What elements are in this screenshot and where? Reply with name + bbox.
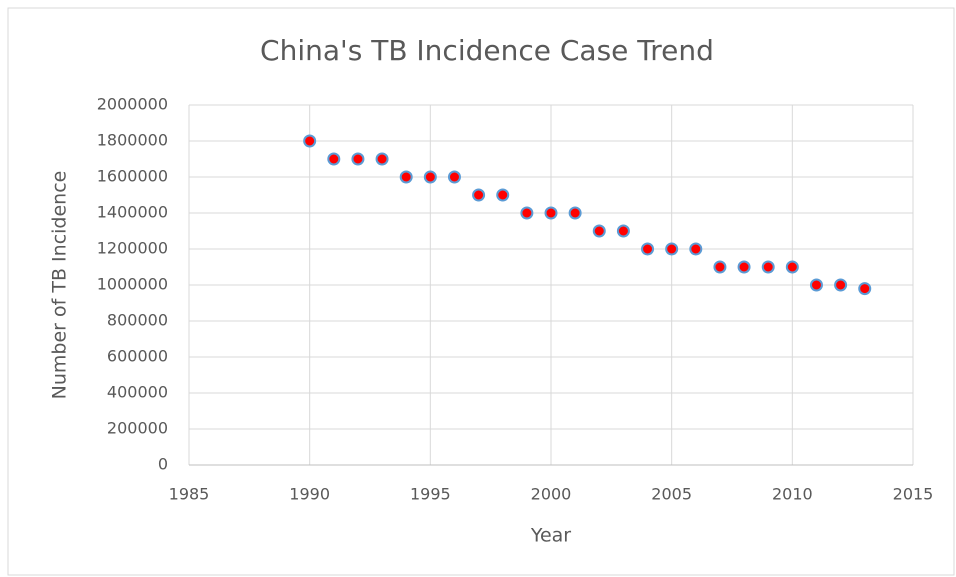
chart-title: China's TB Incidence Case Trend bbox=[260, 34, 714, 67]
y-tick-label: 0 bbox=[158, 455, 168, 474]
marker bbox=[447, 170, 461, 184]
marker bbox=[399, 170, 413, 184]
y-tick-label: 2000000 bbox=[97, 95, 168, 114]
marker bbox=[809, 278, 823, 292]
marker bbox=[737, 260, 751, 274]
y-tick-label: 200000 bbox=[107, 419, 168, 438]
marker bbox=[568, 206, 582, 220]
marker bbox=[544, 206, 558, 220]
marker bbox=[665, 242, 679, 256]
marker bbox=[834, 278, 848, 292]
chart-border bbox=[7, 7, 955, 576]
y-tick-label: 1600000 bbox=[97, 167, 168, 186]
marker bbox=[592, 224, 606, 238]
y-tick-label: 1400000 bbox=[97, 203, 168, 222]
x-tick-label: 1990 bbox=[289, 485, 330, 504]
marker bbox=[423, 170, 437, 184]
marker bbox=[616, 224, 630, 238]
marker bbox=[858, 282, 872, 296]
marker bbox=[713, 260, 727, 274]
y-tick-label: 800000 bbox=[107, 311, 168, 330]
marker bbox=[641, 242, 655, 256]
marker bbox=[520, 206, 534, 220]
x-tick-label: 1995 bbox=[410, 485, 451, 504]
x-axis-label: Year bbox=[530, 525, 571, 547]
x-tick-label: 2015 bbox=[893, 485, 934, 504]
y-tick-label: 1000000 bbox=[97, 275, 168, 294]
marker bbox=[472, 188, 486, 202]
marker bbox=[351, 152, 365, 166]
y-axis-label: Number of TB Incidence bbox=[49, 171, 71, 400]
marker bbox=[375, 152, 389, 166]
marker bbox=[303, 134, 317, 148]
markers bbox=[303, 134, 872, 296]
y-tick-label: 600000 bbox=[107, 347, 168, 366]
y-tick-label: 400000 bbox=[107, 383, 168, 402]
marker bbox=[785, 260, 799, 274]
marker bbox=[496, 188, 510, 202]
marker bbox=[761, 260, 775, 274]
x-tick-label: 2005 bbox=[651, 485, 692, 504]
marker bbox=[689, 242, 703, 256]
y-tick-label: 1800000 bbox=[97, 131, 168, 150]
grid: 0 200000 400000 600000 800000 1000000 1200000 1… bbox=[97, 95, 934, 504]
x-tick-label: 2010 bbox=[772, 485, 813, 504]
x-tick-label: 1985 bbox=[169, 485, 210, 504]
marker bbox=[327, 152, 341, 166]
y-tick-label: 1200000 bbox=[97, 239, 168, 258]
x-tick-label: 2000 bbox=[531, 485, 572, 504]
